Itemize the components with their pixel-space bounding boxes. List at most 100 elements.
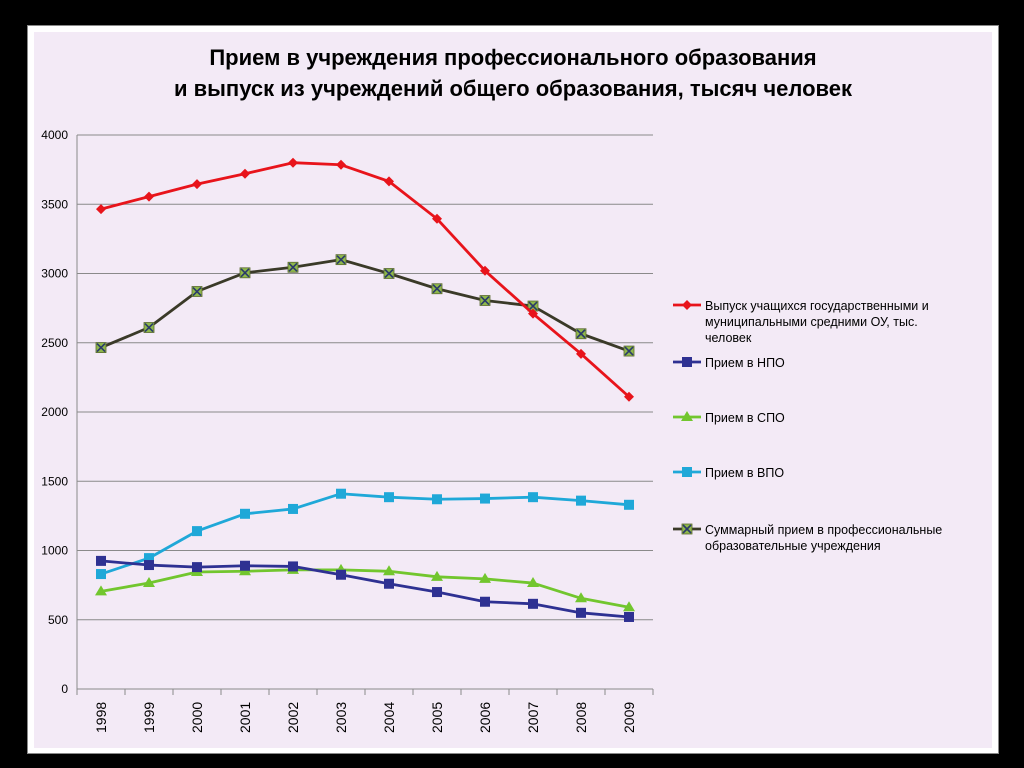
legend-marker-vpo [682, 467, 692, 477]
y-tick-label: 3500 [41, 197, 68, 211]
data-point-vpo [144, 553, 154, 564]
data-point-npo [480, 596, 490, 607]
data-point-vpo [576, 495, 586, 506]
data-point-npo [96, 555, 106, 566]
legend-label-vpo: Прием в ВПО [705, 466, 784, 480]
data-point-total-cross [384, 268, 394, 279]
data-point-spo [527, 577, 539, 588]
data-point-grad [336, 159, 346, 170]
data-point-grad [432, 213, 442, 224]
x-tick-label: 2006 [477, 702, 493, 733]
data-point-total-cross [624, 346, 634, 356]
data-point-vpo [384, 492, 394, 503]
data-point-grad [480, 265, 490, 276]
series-line-spo [100, 568, 630, 609]
data-point-total-cross [240, 268, 250, 278]
y-tick-label: 3000 [41, 267, 68, 281]
legend-label-grad: человек [705, 331, 752, 345]
data-point-grad [288, 157, 298, 168]
data-point-grad [240, 168, 250, 179]
x-tick-label: 2002 [285, 702, 301, 733]
y-tick-label: 2500 [41, 336, 68, 350]
chart-title-line-2: и выпуск из учреждений общего образовани… [173, 76, 852, 101]
data-point-vpo [96, 569, 106, 580]
y-tick-label: 0 [61, 682, 68, 696]
data-point-total-cross [576, 329, 586, 339]
x-tick-label: 2005 [429, 702, 445, 733]
series-line-vpo [100, 492, 630, 576]
y-tick-label: 4000 [41, 128, 68, 142]
x-tick-label: 1998 [93, 702, 109, 733]
legend-label-grad: муниципальными средними ОУ, тыс. [705, 315, 918, 329]
x-tick-label: 2007 [525, 702, 541, 733]
data-point-npo [336, 569, 346, 580]
x-tick-label: 1999 [141, 702, 157, 733]
legend-label-total: Суммарный прием в профессиональные [705, 523, 942, 537]
data-point-grad [528, 308, 538, 319]
series-line-npo [100, 559, 630, 619]
legend-label-npo: Прием в НПО [705, 356, 785, 370]
data-point-spo [623, 601, 635, 612]
chart-title-line-1: Прием в учреждения профессионального обр… [209, 45, 817, 70]
data-point-vpo [432, 494, 442, 505]
x-tick-label: 2009 [621, 702, 637, 733]
y-tick-label: 500 [48, 613, 68, 627]
data-point-spo [431, 570, 443, 581]
series-line-total [100, 258, 630, 353]
data-point-grad [384, 176, 394, 187]
y-tick-label: 1000 [41, 544, 68, 558]
legend-label-spo: Прием в СПО [705, 411, 785, 425]
data-point-grad [144, 191, 154, 202]
data-point-npo [432, 587, 442, 598]
data-point-npo [576, 607, 586, 618]
data-point-spo [143, 577, 155, 588]
data-point-vpo [624, 499, 634, 510]
x-tick-label: 2004 [381, 702, 397, 733]
data-point-total-cross [144, 322, 154, 333]
data-point-npo [624, 611, 634, 622]
data-point-total-cross [336, 255, 346, 265]
data-point-spo [575, 592, 587, 603]
data-point-grad [576, 348, 586, 359]
legend-marker-npo [682, 357, 692, 367]
data-point-total-cross [96, 343, 106, 353]
data-point-vpo [528, 492, 538, 503]
legend-marker-grad [682, 300, 692, 310]
y-tick-label: 1500 [41, 474, 68, 488]
data-point-vpo [192, 526, 202, 537]
data-point-vpo [336, 488, 346, 499]
data-point-npo [144, 560, 154, 571]
x-tick-label: 2001 [237, 702, 253, 733]
legend-marker-total-cross [682, 524, 692, 534]
data-point-spo [95, 585, 107, 596]
x-tick-label: 2003 [333, 702, 349, 733]
chart-panel [34, 32, 992, 748]
data-point-grad [96, 204, 106, 215]
data-point-npo [192, 562, 202, 573]
data-point-total-cross [288, 262, 298, 272]
data-point-total-cross [192, 286, 202, 297]
data-point-npo [528, 598, 538, 609]
data-point-vpo [480, 493, 490, 504]
series-line-grad [100, 161, 630, 398]
data-point-vpo [288, 503, 298, 514]
data-point-npo [384, 578, 394, 589]
legend-marker-spo [681, 411, 693, 421]
data-point-grad [624, 391, 634, 402]
y-tick-label: 2000 [41, 405, 68, 419]
legend-label-total: образовательные учреждения [705, 539, 881, 553]
data-point-spo [383, 565, 395, 576]
data-point-npo [288, 561, 298, 572]
data-point-total-cross [432, 284, 442, 294]
data-point-total-cross [528, 301, 538, 311]
x-tick-label: 2000 [189, 702, 205, 733]
data-point-total-cross [480, 295, 490, 306]
legend-label-grad: Выпуск учащихся государственными и [705, 299, 929, 313]
data-point-vpo [240, 508, 250, 519]
data-point-npo [240, 560, 250, 571]
data-point-grad [192, 179, 202, 190]
data-point-spo [479, 572, 491, 583]
chart-title: Прием в учреждения профессионального обр… [34, 42, 992, 104]
x-tick-label: 2008 [573, 702, 589, 733]
